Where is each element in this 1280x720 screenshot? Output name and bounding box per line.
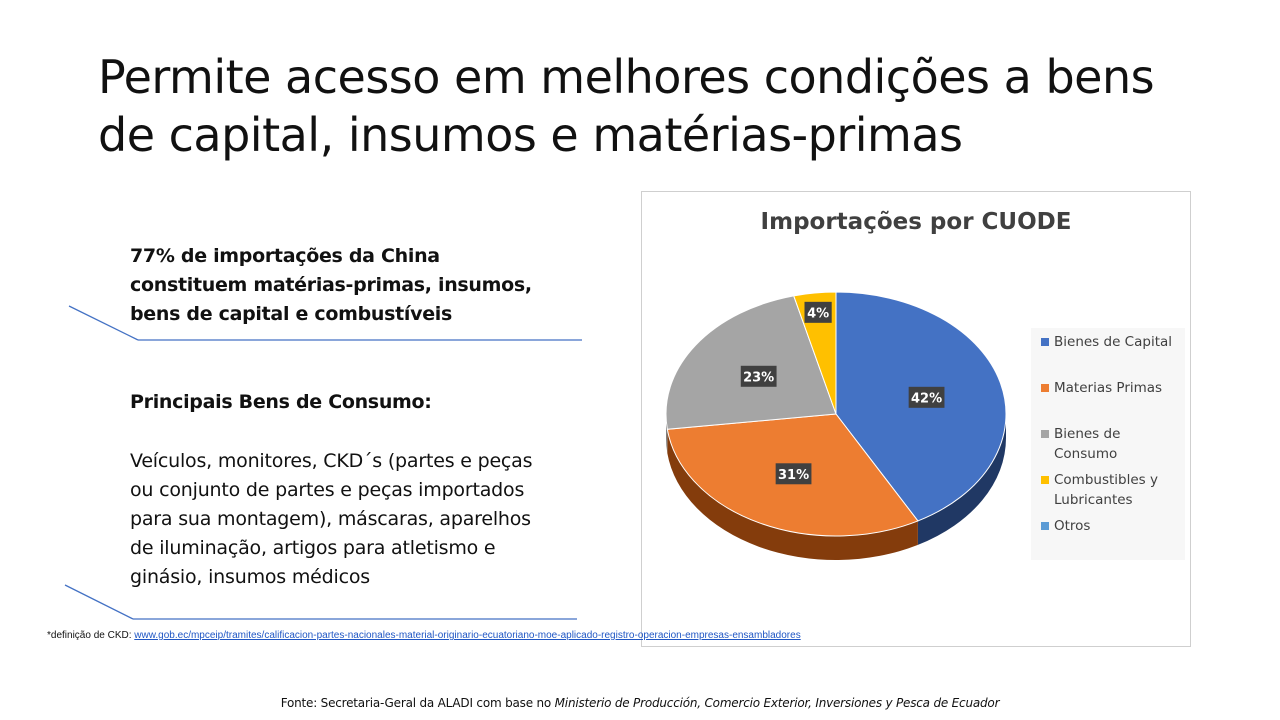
data-label-box bbox=[908, 386, 945, 408]
legend-swatch bbox=[1041, 384, 1049, 392]
data-label-box bbox=[775, 463, 812, 485]
source-note: Fonte: Secretaria-Geral da ALADI com bas… bbox=[0, 696, 1280, 710]
slide-title: Permite acesso em melhores condições a b… bbox=[98, 50, 1155, 162]
legend-label: Bienes de Consumo bbox=[1054, 426, 1121, 462]
consumer-goods-heading: Principais Bens de Consumo: bbox=[130, 391, 432, 413]
legend-swatch bbox=[1041, 522, 1049, 530]
pie-side-materias-primas bbox=[667, 429, 918, 560]
pie-side-bienes-de-capital bbox=[917, 414, 1006, 545]
consumer-goods-list: Veículos, monitores, CKD´s (partes e peç… bbox=[130, 450, 533, 588]
source-prefix: Fonte: Secretaria-Geral da ALADI com bas… bbox=[280, 696, 555, 710]
legend-label: Otros bbox=[1054, 518, 1091, 534]
legend-label: Combustibles y Lubricantes bbox=[1054, 472, 1158, 508]
legend-label: Materias Primas bbox=[1054, 380, 1163, 396]
data-label-materias-primas: 31% bbox=[775, 463, 812, 485]
footnote-label: *definição de CKD: bbox=[47, 630, 135, 641]
accent-line-2-diagonal bbox=[64, 584, 134, 620]
data-label-text: 42% bbox=[911, 391, 942, 406]
data-label-text: 23% bbox=[743, 370, 774, 385]
legend-swatch bbox=[1041, 476, 1049, 484]
data-label-text: 4% bbox=[807, 306, 829, 321]
source-institution: Ministerio de Producción, Comercio Exter… bbox=[554, 696, 1000, 710]
data-label-combustibles-y-lubricantes: 4% bbox=[804, 301, 832, 323]
pie-chart-container: Importações por CUODE 42% 31% 23% 4% Bienes… bbox=[641, 191, 1191, 647]
chart-legend: Bienes de Capital Materias Primas Bienes d… bbox=[1031, 328, 1185, 560]
ckd-definition-link[interactable]: www.gob.ec/mpceip/tramites/calificacion-… bbox=[134, 630, 801, 641]
legend-swatch bbox=[1041, 430, 1049, 438]
footnote: *definição de CKD: www.gob.ec/mpceip/tra… bbox=[47, 630, 801, 641]
legend-swatch bbox=[1041, 338, 1049, 346]
data-label-box bbox=[740, 365, 777, 387]
data-label-bienes-de-consumo: 23% bbox=[740, 365, 777, 387]
pie-chart: 42% 31% 23% 4% bbox=[665, 291, 1007, 560]
data-label-box bbox=[804, 301, 832, 323]
data-label-text: 31% bbox=[778, 468, 809, 483]
data-label-bienes-de-capital: 42% bbox=[908, 386, 945, 408]
china-imports-statement: 77% de importações da China constituem m… bbox=[130, 245, 532, 325]
accent-line-1-diagonal bbox=[68, 305, 139, 341]
chart-title: Importações por CUODE bbox=[760, 209, 1072, 235]
pie-slice-bienes-de-consumo bbox=[665, 295, 837, 430]
legend-label: Bienes de Capital bbox=[1054, 334, 1173, 350]
